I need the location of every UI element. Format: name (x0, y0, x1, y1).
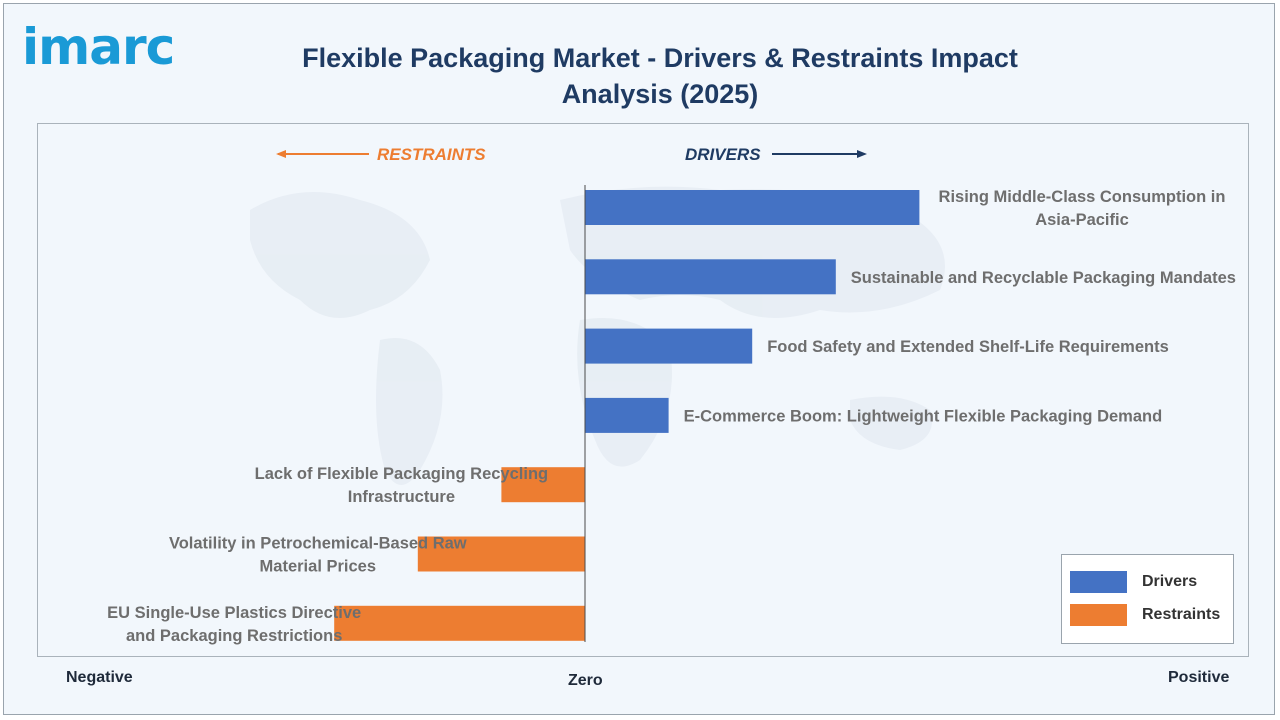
restraints-direction-label: RESTRAINTS (377, 145, 486, 164)
restraint-bar-5 (501, 467, 585, 503)
driver-label-1: Rising Middle-Class Consumption in Asia-P… (939, 188, 1226, 229)
bar-labels-group: Rising Middle-Class Consumption in Asia-P… (107, 188, 1236, 645)
driver-label-2: Sustainable and Recyclable Packaging Man… (851, 269, 1236, 287)
legend-label-restraints: Restraints (1142, 606, 1221, 623)
bars-group (334, 190, 920, 641)
legend-item-restraints: Restraints (1070, 604, 1220, 626)
legend-swatch-restraints (1070, 604, 1127, 626)
restraint-label-6: Volatility in Petrochemical-Based Raw Mat… (169, 535, 467, 576)
imarc-logo: imarc (22, 18, 175, 76)
legend-item-drivers: Drivers (1070, 571, 1197, 593)
legend-swatch-drivers (1070, 571, 1127, 593)
axis-label-zero: Zero (568, 672, 603, 689)
restraint-label-7: EU Single-Use Plastics Directive and Pack… (107, 604, 361, 645)
driver-bar-2 (585, 259, 836, 295)
drivers-arrowhead (857, 150, 867, 158)
axis-label-negative: Negative (66, 669, 133, 686)
legend-label-drivers: Drivers (1142, 573, 1198, 590)
driver-bar-3 (585, 328, 753, 364)
driver-bar-1 (585, 190, 920, 225)
restraint-label-5: Lack of Flexible Packaging Recycling Infr… (255, 465, 548, 506)
drivers-direction-label: DRIVERS (685, 145, 761, 164)
legend: Drivers Restraints (1061, 554, 1234, 644)
driver-label-3: Food Safety and Extended Shelf-Life Requ… (767, 338, 1169, 356)
driver-bar-4 (585, 397, 669, 433)
restraint-bar-6 (417, 536, 585, 572)
restraint-bar-7 (334, 605, 585, 641)
driver-label-4: E-Commerce Boom: Lightweight Flexible Pa… (684, 407, 1163, 425)
restraints-arrowhead (276, 150, 286, 158)
axis-label-positive: Positive (1168, 669, 1230, 686)
chart-title: Flexible Packaging Market - Drivers & Re… (302, 43, 1018, 109)
